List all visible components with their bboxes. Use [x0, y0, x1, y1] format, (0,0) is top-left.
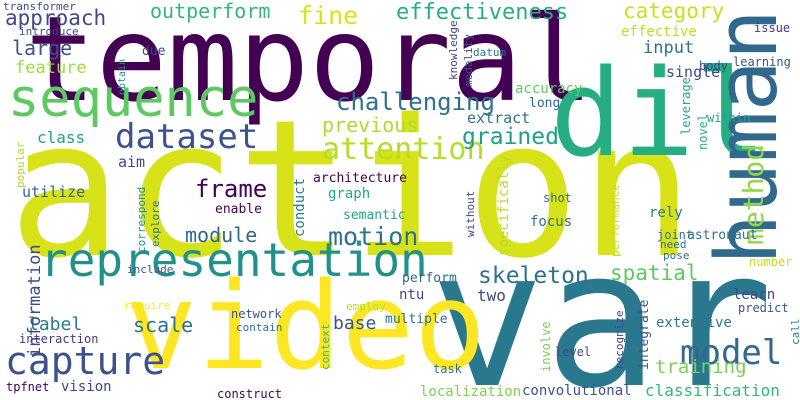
- word-sequence: sequence: [8, 69, 259, 129]
- word-single: single: [666, 63, 721, 81]
- word-architecture: architecture: [313, 171, 407, 186]
- word-enable: enable: [215, 202, 262, 217]
- word-extract: extract: [467, 109, 531, 127]
- word-recognize: recognize: [613, 310, 626, 370]
- word-long: long: [529, 96, 561, 111]
- word-utilize: utilize: [22, 183, 86, 201]
- word-graph: graph: [328, 186, 371, 202]
- word-dil: dil: [550, 45, 767, 184]
- word-correspond: correspond: [135, 186, 148, 253]
- word-ntu: ntu: [399, 287, 425, 303]
- word-conduct: conduct: [292, 177, 308, 237]
- word-two: two: [477, 286, 506, 305]
- word-base: base: [333, 313, 377, 334]
- word-extensive: extensive: [656, 315, 732, 331]
- word-knowledge: knowledge: [447, 20, 460, 80]
- word-shot: shot: [543, 191, 572, 205]
- word-accuracy: accuracy: [515, 81, 583, 97]
- word-novel: novel: [696, 113, 710, 150]
- word-skeleton: skeleton: [478, 263, 589, 289]
- word-context: context: [319, 323, 332, 370]
- word-predict: predict: [738, 301, 789, 315]
- word-task: task: [433, 362, 462, 376]
- word-focus: focus: [530, 214, 573, 230]
- word-employ: employ: [346, 300, 386, 313]
- word-category: category: [623, 0, 725, 23]
- word-tpfnet: tpfnet: [6, 380, 50, 394]
- word-effectiveness: effectiveness: [396, 0, 569, 25]
- word-training: training: [655, 356, 747, 378]
- word-temporal: temporal: [25, 0, 594, 128]
- word-localization: localization: [420, 384, 522, 400]
- word-action: action: [8, 79, 695, 300]
- word-grained: grained: [462, 124, 559, 150]
- word-astronaut: astronaut: [687, 228, 758, 243]
- word-module: module: [185, 223, 258, 247]
- word-outperform: outperform: [150, 0, 271, 23]
- word-obtain: obtain: [117, 58, 128, 95]
- word-capture: capture: [5, 339, 166, 383]
- word-popular: popular: [14, 141, 27, 188]
- word-label: label: [28, 314, 83, 335]
- word-learn: learn: [733, 287, 776, 303]
- word-within: within: [707, 111, 751, 125]
- word-due: due: [142, 44, 166, 59]
- word-multiple: multiple: [385, 312, 448, 327]
- word-contain: contain: [236, 321, 283, 334]
- word-video: video: [125, 258, 487, 397]
- word-network: network: [231, 307, 282, 321]
- word-spatial: spatial: [610, 261, 699, 285]
- word-dataset: dataset: [115, 117, 259, 157]
- word-issue: issue: [754, 21, 791, 35]
- word-attention: attention: [322, 132, 485, 167]
- word-frame: frame: [195, 175, 268, 203]
- word-feature: feature: [15, 58, 87, 78]
- word-vision: vision: [61, 379, 112, 395]
- word-leverage: leverage: [679, 77, 693, 135]
- word-datum: datum: [473, 46, 507, 59]
- word-modality: modality: [462, 34, 475, 87]
- word-introduce: introduce: [19, 25, 79, 38]
- word-body: body: [699, 59, 728, 73]
- word-class: class: [37, 128, 86, 147]
- word-pose: pose: [663, 249, 690, 262]
- word-previous: previous: [322, 113, 419, 137]
- word-construct: construct: [217, 387, 283, 400]
- word-require: require: [124, 299, 171, 312]
- word-approach: approach: [5, 6, 107, 30]
- word-input: input: [643, 38, 695, 58]
- word-joint: joint: [657, 228, 694, 242]
- word-aim: aim: [118, 153, 146, 171]
- word-rely: rely: [649, 205, 683, 221]
- word-need: need: [660, 238, 687, 251]
- word-integrate: integrate: [637, 299, 652, 370]
- word-semantic: semantic: [343, 208, 406, 223]
- word-representation: representation: [40, 233, 428, 287]
- word-effective: effective: [621, 24, 697, 40]
- word-convolutional: convolutional: [522, 383, 632, 399]
- word-large: large: [12, 36, 73, 60]
- word-specifically: specifically: [496, 154, 512, 256]
- word-without: without: [464, 190, 477, 237]
- word-fine: fine: [298, 1, 359, 30]
- word-perform: perform: [402, 271, 457, 286]
- word-level: level: [555, 345, 592, 359]
- word-model: model: [680, 333, 783, 373]
- word-motion: motion: [328, 222, 419, 251]
- word-challenging: challenging: [336, 88, 495, 116]
- word-performance: performance: [609, 184, 622, 257]
- word-involve: involve: [539, 321, 553, 372]
- word-number: number: [749, 255, 793, 269]
- word-classification: classification: [645, 381, 780, 400]
- word-call: call: [789, 318, 800, 346]
- word-interaction: interaction: [19, 332, 99, 346]
- word-transformer: transformer: [3, 0, 76, 13]
- word-scale: scale: [133, 313, 194, 337]
- word-include: include: [127, 263, 174, 276]
- word-explore: explore: [149, 200, 162, 247]
- word-var: var: [430, 209, 774, 400]
- word-learning: learning: [733, 55, 791, 69]
